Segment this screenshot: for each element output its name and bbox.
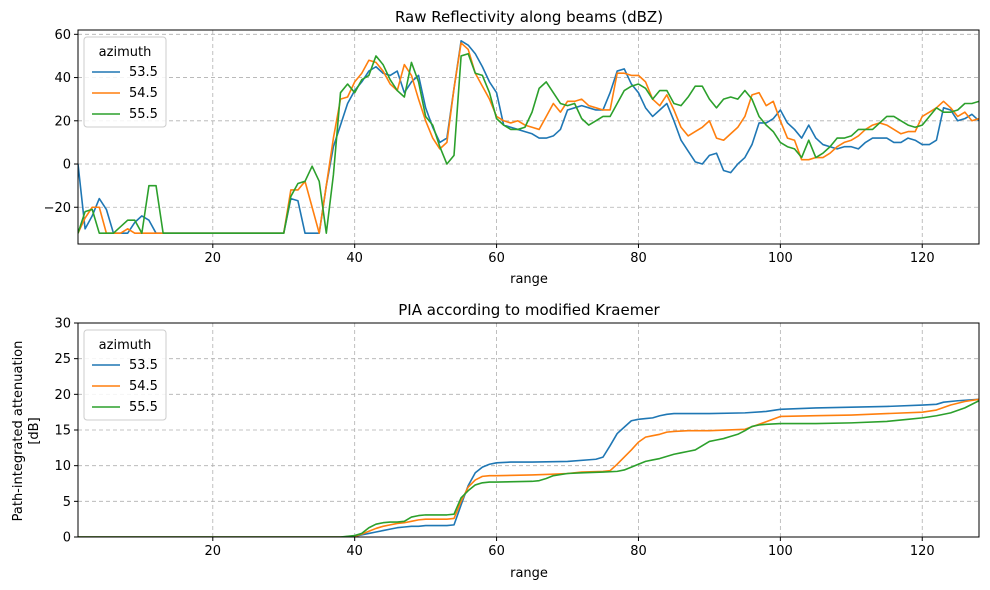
legend-entry: 53.5	[129, 358, 158, 373]
x-tick-label: 60	[488, 251, 505, 266]
y-tick-label: 40	[54, 71, 71, 86]
x-tick-label: 120	[910, 251, 935, 266]
y-tick-label: 5	[63, 495, 71, 510]
series-lines	[78, 40, 979, 234]
y-tick-label: 10	[54, 459, 71, 474]
y-tick-label: 0	[63, 531, 71, 546]
y-tick-label: 60	[54, 28, 71, 43]
legend-title: azimuth	[99, 338, 152, 353]
legend-entry: 55.5	[129, 107, 158, 122]
legend-entry: 54.5	[129, 86, 158, 101]
series-lines	[78, 398, 979, 537]
legend-box	[83, 329, 167, 421]
y-axis-label-line-1: Path-integrated attenuation	[11, 341, 26, 522]
y-axis-label-line-2: [dB]	[27, 417, 42, 444]
x-tick-label: 40	[346, 544, 363, 559]
legend-title: azimuth	[99, 45, 152, 60]
y-tick-label: 20	[54, 114, 71, 129]
legend-box	[83, 36, 167, 128]
x-tick-label: 60	[488, 544, 505, 559]
x-tick-label: 80	[630, 251, 647, 266]
series-line-55-5	[78, 400, 979, 537]
x-tick-label: 20	[205, 251, 222, 266]
x-tick-label: 120	[910, 544, 935, 559]
x-axis-label: range	[510, 272, 548, 287]
series-line-55-5	[78, 52, 979, 234]
plot-frame	[77, 29, 980, 245]
series-line-53-5	[78, 398, 979, 537]
legend-entry: 54.5	[129, 379, 158, 394]
y-tick-label: 30	[54, 317, 71, 332]
x-tick-label: 100	[768, 251, 793, 266]
y-tick-label: 15	[54, 424, 71, 439]
y-tick-label: 20	[54, 388, 71, 403]
legend: azimuth 53.5 54.5 55.5	[83, 36, 167, 128]
x-tick-label: 20	[205, 544, 222, 559]
plot-frame	[77, 322, 980, 538]
y-tick-label: −20	[44, 201, 71, 216]
panel-title: Raw Reflectivity along beams (dBZ)	[395, 8, 663, 26]
legend-entry: 53.5	[129, 65, 158, 80]
panel-title: PIA according to modified Kraemer	[398, 301, 660, 319]
x-tick-label: 100	[768, 544, 793, 559]
reflectivity-panel: Raw Reflectivity along beams (dBZ) range…	[44, 8, 980, 287]
y-tick-label: 25	[54, 352, 71, 367]
legend-entry: 55.5	[129, 400, 158, 415]
series-line-53-5	[78, 40, 979, 234]
pia-panel: PIA according to modified Kraemer range …	[11, 301, 980, 581]
x-tick-label: 40	[346, 251, 363, 266]
y-tick-label: 0	[63, 158, 71, 173]
x-axis-label: range	[510, 566, 548, 581]
x-tick-label: 80	[630, 544, 647, 559]
legend: azimuth 53.5 54.5 55.5	[83, 329, 167, 421]
